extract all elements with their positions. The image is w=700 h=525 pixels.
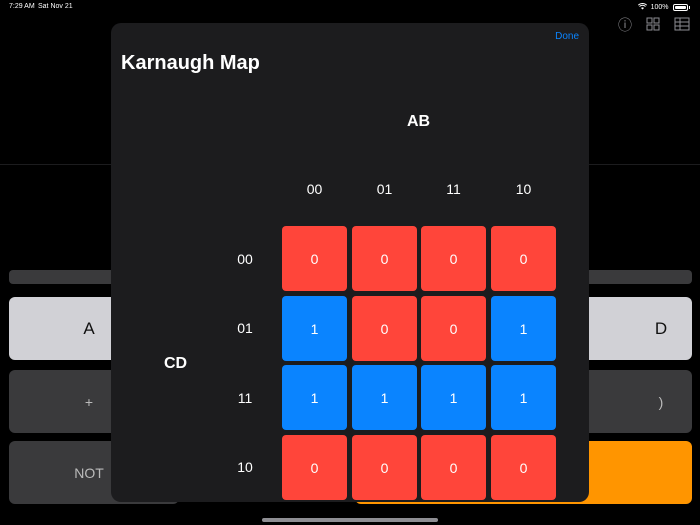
wifi-icon [637, 3, 647, 12]
row-header: 00 [237, 251, 253, 267]
column-variable-label: AB [407, 113, 431, 130]
kmap-cell[interactable]: 1 [421, 365, 486, 430]
row-header: 01 [237, 320, 253, 336]
kmap-cell[interactable]: 0 [421, 296, 486, 361]
status-bar: 7:29 AM Sat Nov 21 100% [0, 0, 700, 14]
kmap-cell[interactable]: 1 [491, 296, 556, 361]
kmap-cell[interactable]: 0 [491, 226, 556, 291]
kmap-cell[interactable]: 1 [352, 365, 417, 430]
done-button[interactable]: Done [555, 31, 579, 42]
kmap-cell[interactable]: 0 [491, 435, 556, 500]
table-icon[interactable] [674, 17, 690, 34]
status-right: 100% [637, 3, 690, 12]
kmap-cell[interactable]: 1 [282, 365, 347, 430]
kmap-cell[interactable]: 0 [352, 226, 417, 291]
home-indicator [262, 518, 438, 522]
kmap-cell[interactable]: 1 [491, 365, 556, 430]
grid-icon[interactable] [646, 17, 660, 34]
modal-title: Karnaugh Map [121, 52, 260, 74]
status-date: Sat Nov 21 [38, 3, 73, 10]
background-toolbar: ⓘ [618, 15, 690, 35]
column-header: 10 [515, 181, 532, 197]
status-time: 7:29 AM [9, 3, 35, 10]
kmap-cell[interactable]: 0 [282, 435, 347, 500]
kmap-cell[interactable]: 0 [352, 435, 417, 500]
info-icon[interactable]: ⓘ [618, 17, 632, 33]
battery-icon [672, 4, 688, 11]
karnaugh-map-modal: Done Karnaugh Map AB CD 00 01 11 10 00 0… [111, 23, 589, 502]
kmap-cell[interactable]: 0 [421, 435, 486, 500]
row-variable-label: CD [164, 355, 188, 372]
column-header: 11 [446, 181, 461, 197]
kmap-cell[interactable]: 0 [282, 226, 347, 291]
row-header: 10 [237, 459, 253, 475]
kmap-cell[interactable]: 1 [282, 296, 347, 361]
column-header: 00 [306, 181, 323, 197]
battery-percent: 100% [650, 4, 669, 11]
kmap-cell[interactable]: 0 [421, 226, 486, 291]
row-header: 11 [237, 390, 253, 406]
kmap-cell[interactable]: 0 [352, 296, 417, 361]
column-header: 01 [376, 181, 393, 197]
